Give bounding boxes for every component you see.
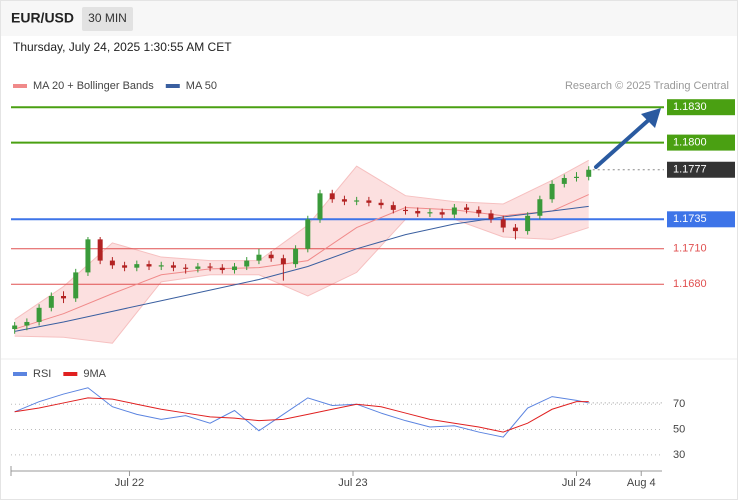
candle-body (195, 266, 201, 269)
candle-body (586, 169, 592, 177)
level-label: 1.1735 (673, 213, 707, 225)
candle-body (390, 205, 396, 210)
candle-body (366, 200, 372, 203)
candle-body (476, 209, 482, 214)
candle-body (268, 254, 274, 259)
candle-body (12, 325, 18, 330)
candle-body (561, 178, 567, 184)
candle-body (73, 272, 79, 299)
candle-body (341, 199, 347, 202)
candle-body (85, 239, 91, 273)
candle-body (134, 264, 140, 268)
candle-body (512, 227, 518, 232)
interval-box (82, 7, 133, 31)
x-tick-label: Aug 4 (627, 477, 656, 489)
candle-body (317, 193, 323, 220)
legend-label: MA 50 (186, 80, 217, 92)
candle-body (256, 254, 262, 261)
level-label-box (667, 161, 735, 178)
series-line (14, 387, 589, 438)
bollinger-fill (14, 160, 589, 344)
candle-body (537, 199, 543, 216)
candle-body (427, 212, 433, 214)
symbol: EUR/USD (11, 10, 74, 26)
level-label-box (667, 211, 735, 228)
bollinger-lower (14, 218, 589, 344)
candle-body (525, 215, 531, 232)
level-label-box (667, 134, 735, 151)
legend-label: 9MA (83, 368, 106, 380)
forecast-arrowhead (641, 108, 661, 128)
x-tick-label: Jul 22 (115, 477, 144, 489)
legend-swatch (13, 372, 27, 376)
candle-body (500, 219, 506, 228)
candle-body (305, 219, 311, 249)
y-tick-label: 50 (673, 423, 685, 435)
legend-swatch (165, 84, 180, 88)
level-label: 1.1800 (673, 137, 707, 149)
candle-body (354, 200, 360, 202)
candle-body (244, 260, 250, 267)
series-line (14, 397, 589, 433)
candle-body (219, 267, 225, 271)
y-tick-label: 30 (673, 449, 685, 461)
interval[interactable]: 30 MIN (88, 11, 127, 25)
candle-body (403, 209, 409, 212)
candle-body (109, 260, 115, 266)
level-label: 1.1830 (673, 101, 707, 113)
price-panel: MA 20 + Bollinger Bands MA 50 1.1830 1.1800… (11, 80, 735, 344)
candle-body (36, 307, 42, 322)
candle-body (122, 265, 128, 268)
candle-body (415, 211, 421, 214)
candle-body (24, 321, 30, 326)
candle-body (97, 239, 103, 261)
legend-swatch (63, 372, 78, 376)
legend-swatch (13, 84, 27, 88)
candle-body (61, 296, 67, 299)
candle-body (207, 266, 213, 268)
timestamp: Thursday, July 24, 2025 1:30:55 AM CET (13, 40, 232, 54)
rsi-panel: RSI 9MA 70 50 30 Jul 22 Jul 23 Jul 24 Aug 4 (10, 368, 685, 489)
candle-body (158, 265, 164, 267)
candle-body (280, 258, 286, 265)
candle-body (293, 248, 299, 265)
candle-body (183, 267, 189, 269)
candle-body (488, 213, 494, 220)
candle-body (378, 202, 384, 206)
x-tick-label: Jul 24 (562, 477, 591, 489)
y-tick-label: 70 (673, 398, 685, 410)
level-label: 1.1710 (673, 243, 707, 255)
candle-body (549, 183, 555, 200)
x-tick-label: Jul 23 (338, 477, 367, 489)
candle-body (232, 266, 238, 271)
forecast-arrow (594, 115, 654, 169)
level-label: 1.1680 (673, 278, 707, 290)
candle-body (451, 207, 457, 215)
candle-body (146, 264, 152, 267)
level-label: 1.1777 (673, 164, 707, 176)
candle-body (439, 212, 445, 215)
legend-label: RSI (33, 368, 51, 380)
candle-body (464, 207, 470, 210)
candle-body (170, 265, 176, 268)
candle-body (574, 176, 580, 178)
candle-body (48, 296, 54, 308)
credit: Research © 2025 Trading Central (565, 80, 729, 92)
legend-label: MA 20 + Bollinger Bands (33, 80, 154, 92)
level-label-box (667, 99, 735, 116)
candle-body (329, 193, 335, 200)
